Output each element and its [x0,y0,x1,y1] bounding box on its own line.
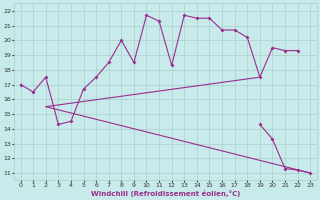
X-axis label: Windchill (Refroidissement éolien,°C): Windchill (Refroidissement éolien,°C) [91,190,240,197]
